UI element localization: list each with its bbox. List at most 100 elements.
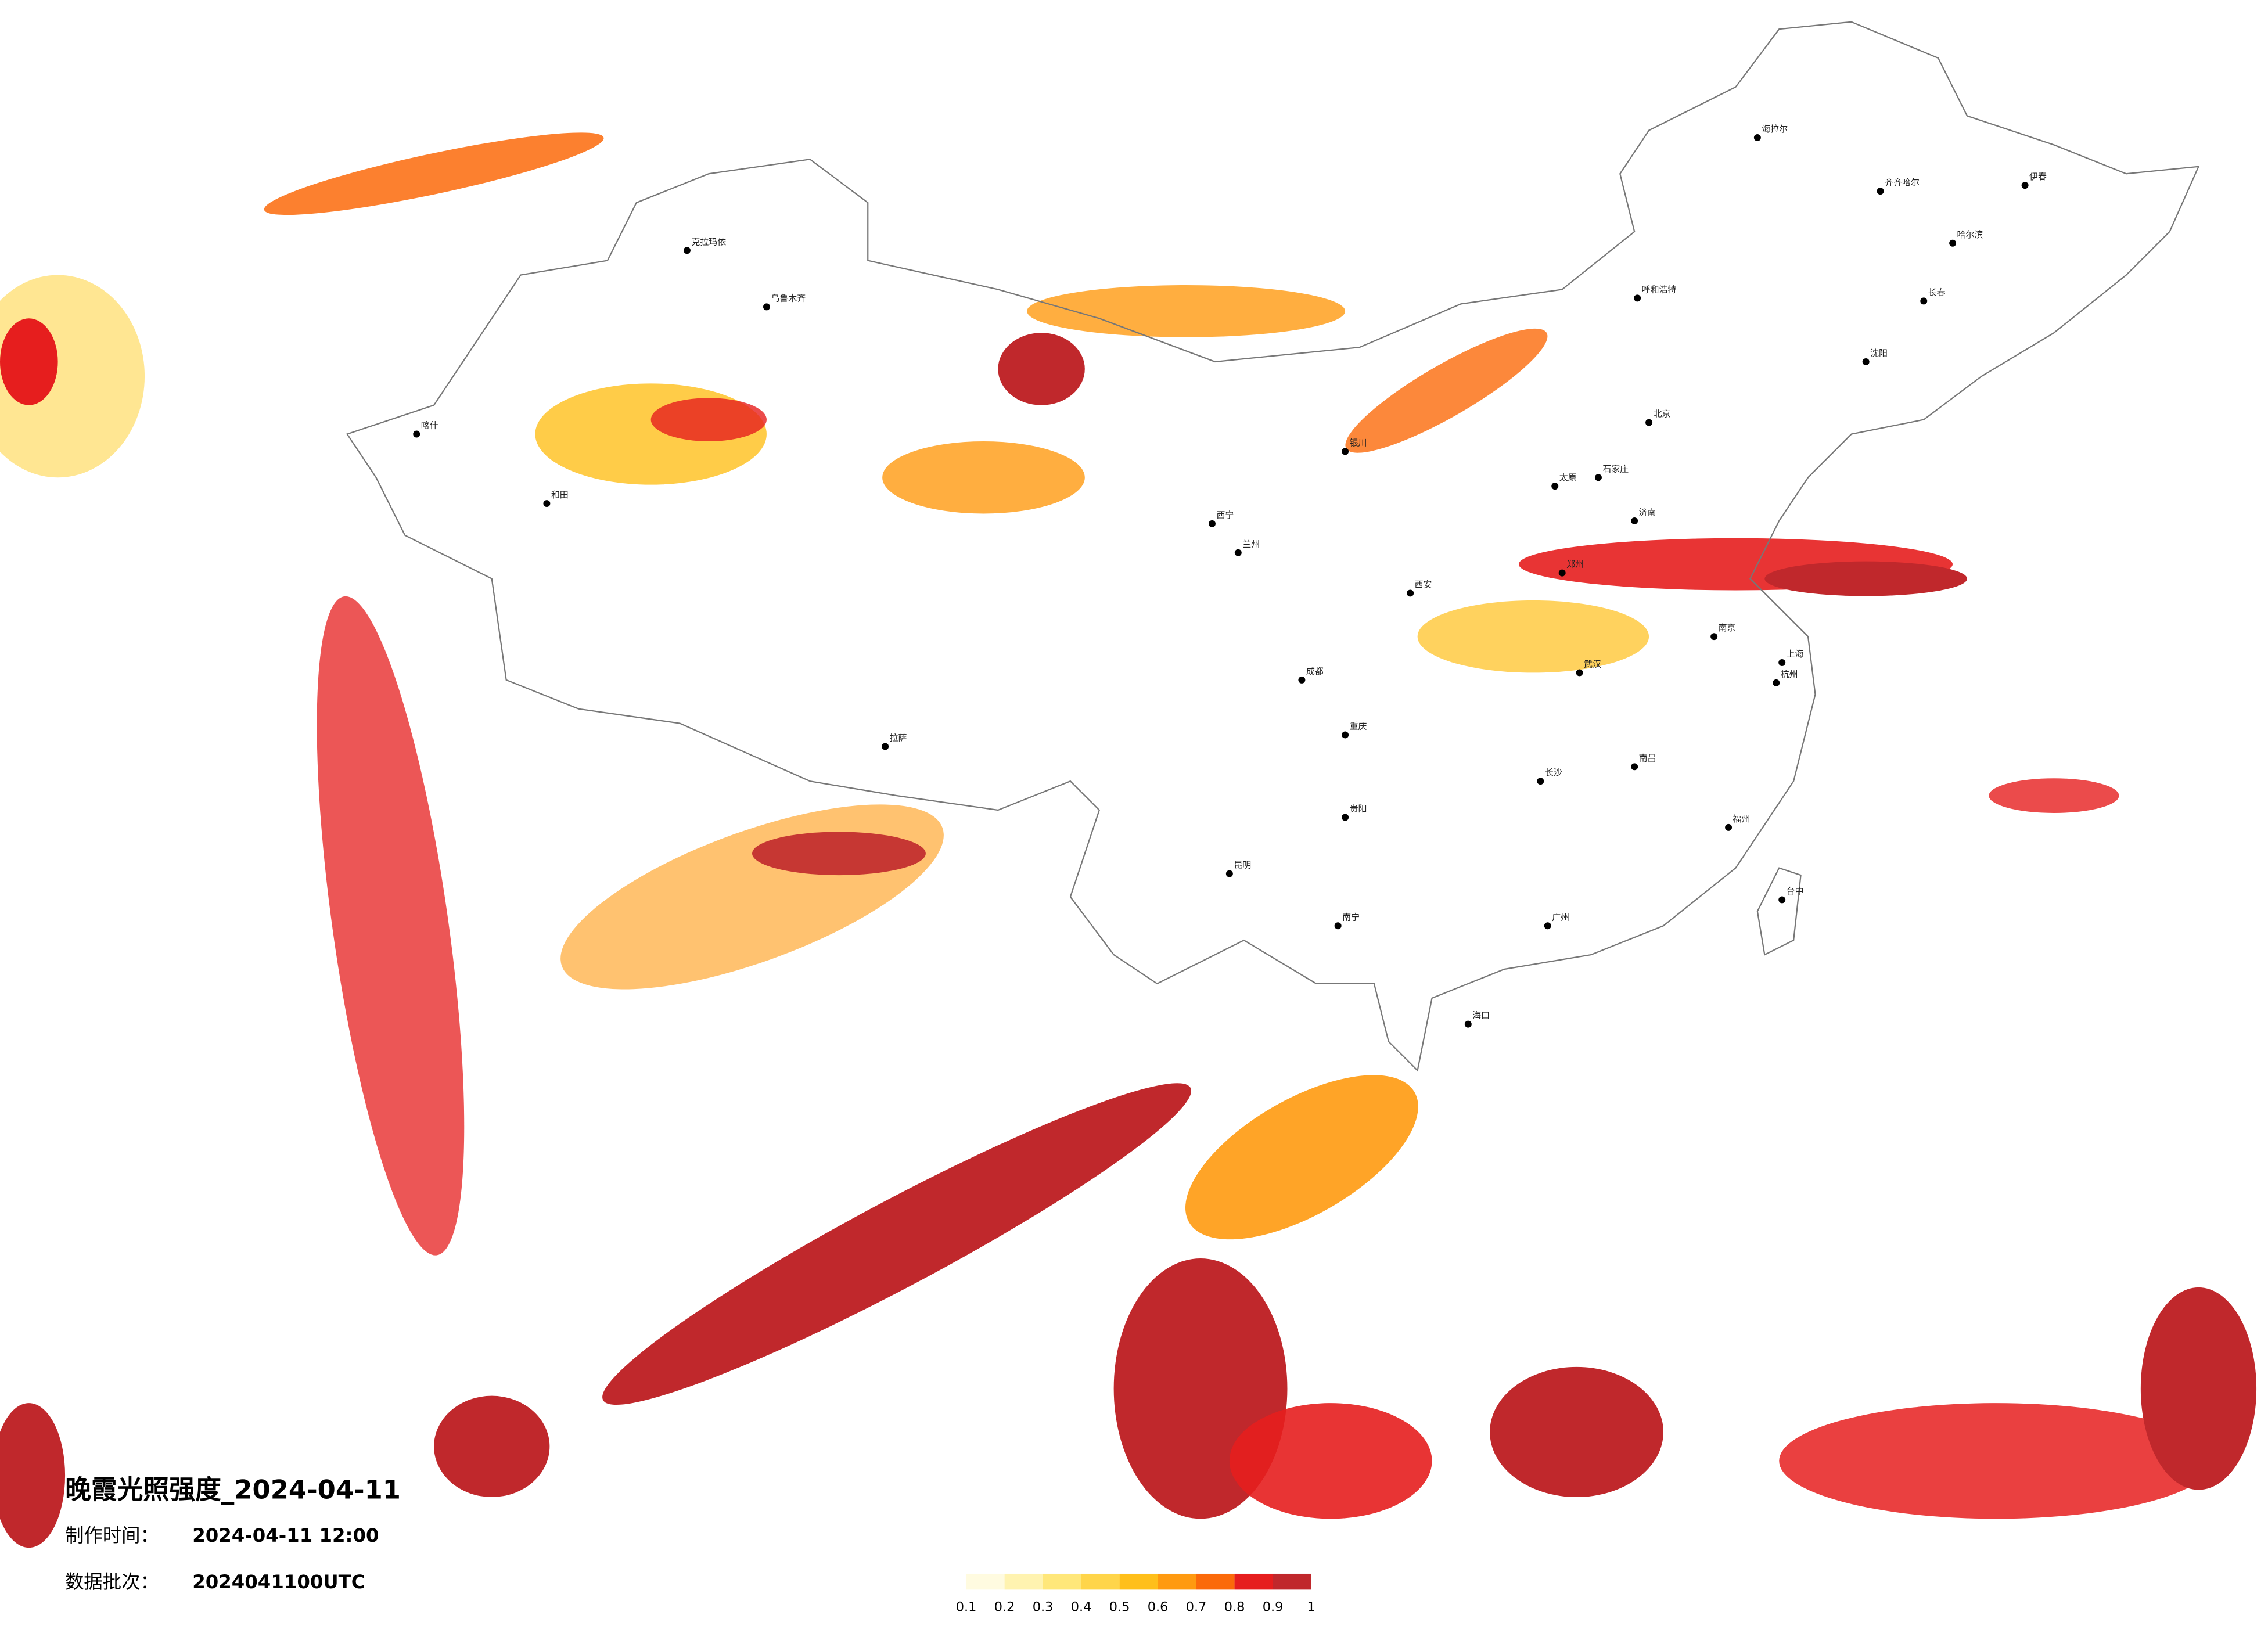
city-label: 长沙 (1545, 767, 1562, 778)
city-dot (1710, 633, 1718, 641)
heat-area (1779, 1403, 2213, 1519)
heat-area (560, 804, 944, 990)
city-label: 海拉尔 (1762, 124, 1788, 134)
city-label: 哈尔滨 (1957, 229, 1983, 240)
city-label: 克拉玛依 (691, 236, 726, 247)
city-label: 银川 (1350, 437, 1367, 448)
city-dot (1920, 297, 1928, 305)
heat-area (1027, 285, 1346, 337)
legend-tick-label: 0.9 (1263, 1600, 1284, 1615)
city-dot (1949, 239, 1957, 247)
heat-area (1185, 1075, 1418, 1240)
city-dot (1464, 1020, 1472, 1028)
city-label: 上海 (1787, 649, 1804, 659)
city-label: 乌鲁木齐 (771, 293, 806, 303)
heat-area (882, 441, 1085, 514)
city-label: 沈阳 (1870, 348, 1888, 358)
city-dot (1551, 483, 1559, 490)
city-label: 和田 (551, 490, 569, 500)
city-dot (763, 303, 770, 311)
heat-area (1989, 778, 2119, 813)
taiwan-border (1756, 867, 1802, 956)
city-dot (1773, 679, 1780, 686)
legend-tick-label: 1 (1307, 1600, 1315, 1615)
heat-area (0, 318, 58, 405)
legend-tick-label: 0.1 (956, 1600, 977, 1615)
city-label: 海口 (1472, 1010, 1490, 1021)
city-dot (1725, 823, 1733, 831)
meta-label: 制作时间： (65, 1524, 159, 1546)
legend-tick-label: 0.4 (1071, 1600, 1092, 1615)
meta-value: 2024041100UTC (192, 1571, 365, 1593)
city-dot (1576, 669, 1583, 677)
city-label: 石家庄 (1602, 463, 1629, 474)
city-dot (1407, 589, 1414, 597)
country-border (346, 21, 2200, 1072)
heat-area (1345, 328, 1548, 453)
city-label: 北京 (1654, 409, 1671, 419)
city-label: 齐齐哈尔 (1885, 177, 1920, 188)
legend-tick-label: 0.3 (1033, 1600, 1054, 1615)
heat-area (264, 132, 604, 215)
city-label: 南昌 (1639, 753, 1656, 763)
legend-swatch (1119, 1573, 1158, 1590)
heat-area (317, 596, 465, 1256)
heat-area (2140, 1287, 2257, 1490)
map-title: 晚霞光照强度_2024-04-11 (65, 1474, 401, 1505)
city-dot (1558, 569, 1566, 577)
city-dot (1631, 763, 1638, 771)
heat-area (1764, 561, 1967, 596)
city-label: 成都 (1306, 666, 1324, 677)
city-dot (1645, 419, 1653, 426)
meta-label: 数据批次： (65, 1571, 159, 1593)
city-label: 重庆 (1350, 721, 1367, 732)
heat-area (752, 832, 926, 876)
city-dot (1342, 731, 1349, 739)
city-dot (1544, 922, 1551, 930)
city-label: 济南 (1639, 507, 1656, 517)
heat-area (1417, 600, 1649, 673)
legend-swatch (1273, 1573, 1311, 1590)
city-label: 呼和浩特 (1642, 284, 1677, 294)
city-label: 兰州 (1242, 539, 1260, 549)
city-label: 西安 (1415, 579, 1432, 589)
city-dot (1334, 922, 1342, 930)
city-dot (2021, 182, 2029, 189)
city-label: 伊春 (2029, 171, 2047, 182)
heat-area (998, 333, 1085, 405)
city-label: 昆明 (1234, 860, 1251, 870)
city-label: 太原 (1559, 472, 1577, 483)
city-dot (413, 430, 420, 438)
city-label: 南宁 (1342, 912, 1360, 922)
legend-tick-label: 0.8 (1224, 1600, 1245, 1615)
city-label: 拉萨 (890, 732, 907, 743)
city-dot (1298, 676, 1306, 684)
legend-swatch (966, 1573, 1005, 1590)
city-dot (1342, 814, 1349, 821)
heat-area (650, 398, 767, 441)
heat-area (602, 1083, 1192, 1405)
legend-tick-label: 0.7 (1186, 1600, 1207, 1615)
legend: 0.1 0.2 0.3 0.4 0.5 0.6 0.7 0.8 0.9 1 (956, 1573, 1315, 1615)
city-dot (1209, 520, 1216, 527)
legend-swatch (1196, 1573, 1235, 1590)
legend-swatch (1158, 1573, 1196, 1590)
legend-swatch (1234, 1573, 1273, 1590)
legend-swatch (1043, 1573, 1081, 1590)
legend-swatch (1004, 1573, 1043, 1590)
city-label: 郑州 (1566, 559, 1584, 570)
heat-layer (0, 132, 2257, 1548)
city-label: 南京 (1719, 623, 1736, 633)
city-dot (1537, 778, 1544, 785)
city-dot (1342, 448, 1349, 455)
city-dot (1778, 896, 1786, 904)
city-dot (543, 500, 551, 508)
city-dot (1753, 134, 1761, 141)
city-label: 贵阳 (1350, 804, 1367, 814)
city-dot (683, 247, 691, 254)
heat-area (1490, 1366, 1663, 1497)
city-dot (1877, 188, 1884, 195)
city-label: 广州 (1552, 912, 1569, 922)
city-dot (1862, 358, 1870, 365)
